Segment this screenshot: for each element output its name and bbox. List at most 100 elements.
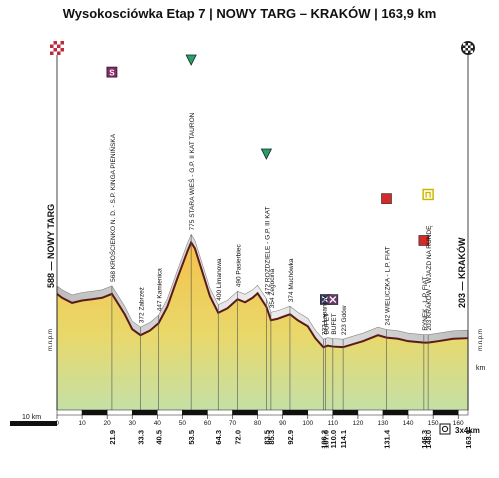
scale-label: 10 km <box>22 414 41 421</box>
axis-segment <box>407 409 434 416</box>
axis-segment <box>282 409 309 416</box>
marker-label: 203 KRAKÓW - WJAZD NA RUNDĘ <box>424 225 433 331</box>
km-mark-label: 114.1 <box>339 430 348 448</box>
unit-right-label: m.n.p.m <box>478 329 484 351</box>
start-flag-square <box>50 48 54 52</box>
marker-label: 203 — KRAKÓW <box>456 237 467 308</box>
lap-arch <box>425 191 431 198</box>
start-flag-square <box>60 44 64 48</box>
marker-label: 223 Gdów <box>341 305 348 335</box>
km-mark-label: 21.9 <box>108 430 117 445</box>
axis-tick-label: 140 <box>403 420 414 427</box>
marker-label: 354 Żegocina <box>267 268 276 308</box>
marker-label: 568 KROŚCIENKO N. D. - S.P. KINGA PIENIŃ… <box>108 133 117 282</box>
circuit-badge-box <box>439 423 451 435</box>
climb-triangle <box>260 148 273 160</box>
axis-segment <box>81 409 108 416</box>
finish-flag-square <box>465 45 468 48</box>
axis-segment <box>307 409 334 416</box>
circuit-badge: 3x4km <box>439 423 480 435</box>
km-mark-label: 148.0 <box>424 430 433 449</box>
marker-label: 775 STARA WIEŚ - G.P. II KAT TAURON <box>187 112 196 230</box>
finish-flag-square <box>468 43 471 46</box>
start-flag-square <box>57 41 61 45</box>
circuit-badge-label: 3x4km <box>455 426 480 435</box>
km-mark-label: 72.0 <box>234 430 243 445</box>
axis-tick-label: 160 <box>453 420 464 427</box>
axis-tick-label: 80 <box>254 420 262 427</box>
profile-area-fill <box>57 242 468 410</box>
axis-tick-label: 90 <box>279 420 287 427</box>
km-mark-label: 40.5 <box>155 430 164 445</box>
marker-label: 400 Limanowa <box>216 258 223 301</box>
km-mark-label: 107.0 <box>321 430 330 449</box>
marker-label: 374 Muchówka <box>288 258 295 302</box>
start-flag-icon <box>50 41 64 55</box>
km-mark-label: 53.5 <box>187 430 196 445</box>
km-mark-label: 146.3 <box>420 430 429 449</box>
axis-segment <box>232 409 258 416</box>
marker-label: RYNEK - L.P. FIAT <box>422 276 429 330</box>
axis-segment <box>257 409 283 416</box>
start-flag-square <box>50 41 54 45</box>
km-mark-label: 106.2 <box>319 430 328 449</box>
lap-box <box>422 188 434 201</box>
start-flag-square <box>53 51 57 55</box>
axis-tick-label: 130 <box>378 420 389 427</box>
sprint-s-letter: S <box>109 69 115 78</box>
sprint-red-icon <box>381 193 392 204</box>
axis-unit-label: km <box>476 365 486 372</box>
sprint-red-box <box>381 193 392 204</box>
axis-segment <box>56 409 83 416</box>
sprint-s-box <box>106 66 118 78</box>
climb-triangle-icon <box>185 54 197 66</box>
axis-segment <box>157 409 183 416</box>
km-mark-label: 83.5 <box>262 430 271 445</box>
axis-tick-label: 110 <box>328 420 339 427</box>
marker-label: 242 WIELICZKA - L.P. FIAT <box>385 246 392 325</box>
start-flag-square <box>57 48 61 52</box>
finish-flag-square <box>468 48 471 51</box>
axis-segment <box>332 409 359 416</box>
km-mark-label: 92.9 <box>286 430 295 445</box>
marker-icons: S 3x4km <box>50 41 480 435</box>
axis-segment <box>357 409 384 416</box>
axis-segment <box>182 409 208 416</box>
climb-triangle <box>185 54 197 66</box>
start-flag-square <box>60 51 64 55</box>
km-mark-label: 33.3 <box>137 430 146 445</box>
marker-label: 233 Łapanów <box>321 296 328 335</box>
marker-label: 490 Pasierbiec <box>236 244 243 288</box>
axis-tick-label: 30 <box>129 420 137 427</box>
axis-segment <box>106 409 133 416</box>
finish-flag-square <box>470 45 473 48</box>
circuit-badge-ring <box>441 425 449 433</box>
finish-flag-square <box>470 50 473 53</box>
axis-segment <box>207 409 233 416</box>
km-mark-label: 110.0 <box>329 430 338 448</box>
km-mark-label: 131.4 <box>383 429 392 449</box>
marker-label: 472 ROZDZIELE - G.P. III KAT <box>264 206 271 294</box>
feed-cross <box>321 296 329 303</box>
axis-tick-label: 70 <box>229 420 237 427</box>
profile-line <box>56 240 469 349</box>
axis-tick-label: 150 <box>428 420 439 427</box>
axis-segment <box>131 409 158 416</box>
axis-tick-label: 100 <box>302 420 313 427</box>
finish-flag-square <box>463 43 466 46</box>
sprint-red-icon <box>418 235 430 246</box>
axis-tick-label: 60 <box>204 420 212 427</box>
marker-label: 588 — NOWY TARG <box>46 204 56 288</box>
km-mark-label: 85.3 <box>267 430 276 445</box>
climb-triangle-icon <box>260 148 273 160</box>
unit-left-label: m.n.p.m <box>48 329 54 351</box>
marker-lines <box>56 55 469 410</box>
marker-label: BUFET <box>323 313 330 334</box>
sprint-s-icon: S <box>106 66 118 78</box>
axis-tick-label: 10 <box>78 420 86 427</box>
finish-flag-square <box>465 50 468 53</box>
profile-area <box>56 240 469 410</box>
scale-bar <box>10 421 57 426</box>
sprint-red-box <box>418 235 430 246</box>
